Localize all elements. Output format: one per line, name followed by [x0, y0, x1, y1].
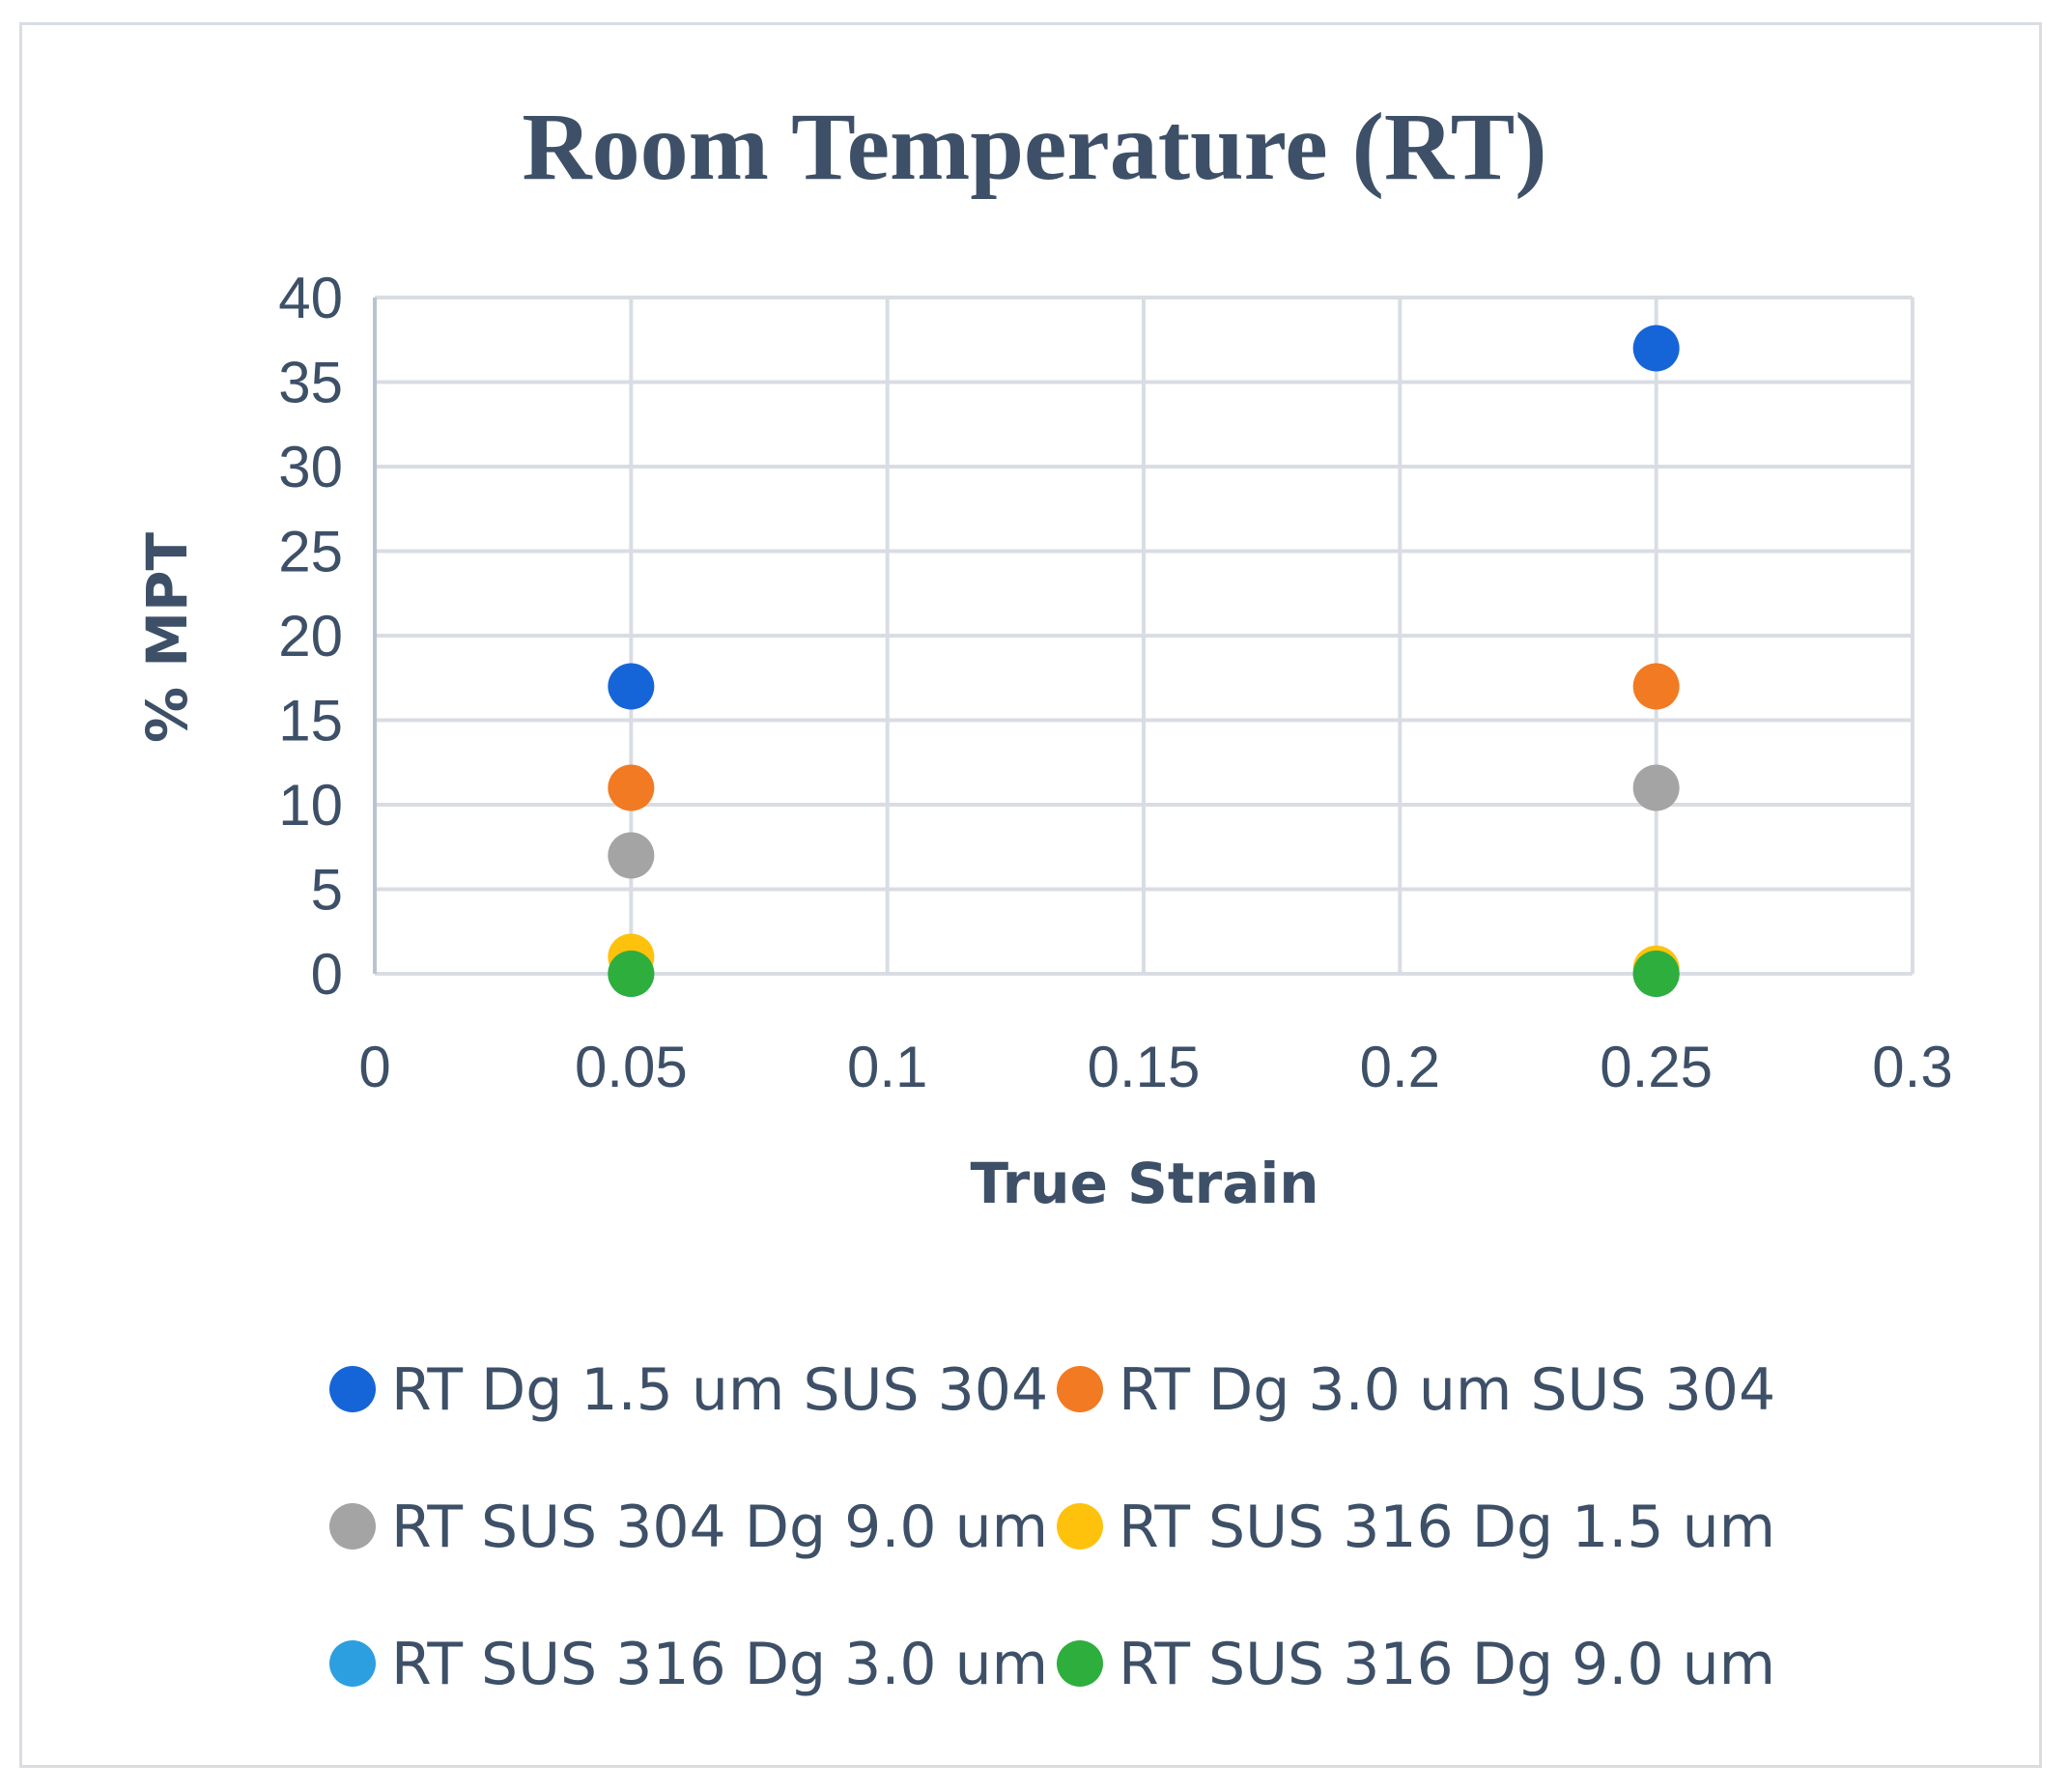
data-point-series-2-1: [1632, 764, 1680, 811]
data-point-series-1-1: [1632, 663, 1680, 710]
x-tick-label: 0.1: [847, 1035, 927, 1099]
legend-marker-0: [329, 1366, 376, 1412]
legend-label-4: RT SUS 316 Dg 3.0 um: [391, 1631, 1048, 1698]
x-tick-labels: 0 0.05 0.1 0.15 0.2 0.25 0.3: [358, 1035, 1952, 1099]
legend-marker-3: [1057, 1503, 1103, 1550]
chart-title: Room Temperature (RT): [522, 93, 1546, 200]
legend: RT Dg 1.5 um SUS 304 RT Dg 3.0 um SUS 304…: [329, 1356, 1775, 1698]
chart-frame: [19, 22, 2042, 1768]
legend-marker-2: [329, 1503, 376, 1550]
y-tick-label: 15: [278, 689, 343, 754]
legend-label-0: RT Dg 1.5 um SUS 304: [391, 1356, 1048, 1424]
legend-marker-4: [329, 1640, 376, 1687]
y-tick-label: 35: [278, 351, 343, 415]
data-point-series-2-0: [608, 832, 655, 879]
x-tick-label: 0.2: [1360, 1035, 1440, 1099]
legend-label-1: RT Dg 3.0 um SUS 304: [1119, 1356, 1775, 1424]
data-point-series-1-0: [608, 764, 655, 811]
y-tick-label: 10: [278, 773, 343, 838]
x-tick-label: 0.3: [1872, 1035, 1952, 1099]
legend-label-5: RT SUS 316 Dg 9.0 um: [1119, 1631, 1775, 1698]
data-point-series-0-0: [608, 663, 655, 710]
legend-label-3: RT SUS 316 Dg 1.5 um: [1119, 1493, 1775, 1561]
legend-marker-5: [1057, 1640, 1103, 1687]
y-tick-label: 5: [311, 858, 343, 923]
y-axis-title: % MPT: [134, 532, 200, 744]
y-tick-label: 30: [278, 435, 343, 499]
x-tick-label: 0: [358, 1035, 390, 1099]
data-point-series-5-0: [608, 951, 655, 997]
x-tick-label: 0.25: [1600, 1035, 1713, 1099]
y-tick-label: 20: [278, 604, 343, 668]
y-tick-label: 40: [278, 266, 343, 330]
legend-marker-1: [1057, 1366, 1103, 1412]
x-axis-title: True Strain: [970, 1151, 1318, 1216]
y-tick-label: 0: [311, 942, 343, 1007]
x-tick-label: 0.05: [575, 1035, 688, 1099]
y-tick-label: 25: [278, 520, 343, 584]
data-point-series-0-1: [1632, 325, 1680, 372]
x-tick-label: 0.15: [1088, 1035, 1201, 1099]
y-tick-labels: 0 5 10 15 20 25 30 35 40: [278, 266, 343, 1007]
legend-label-2: RT SUS 304 Dg 9.0 um: [391, 1493, 1048, 1561]
grid: [373, 296, 1914, 976]
data-points: [608, 325, 1680, 997]
data-point-series-5-1: [1632, 951, 1680, 997]
